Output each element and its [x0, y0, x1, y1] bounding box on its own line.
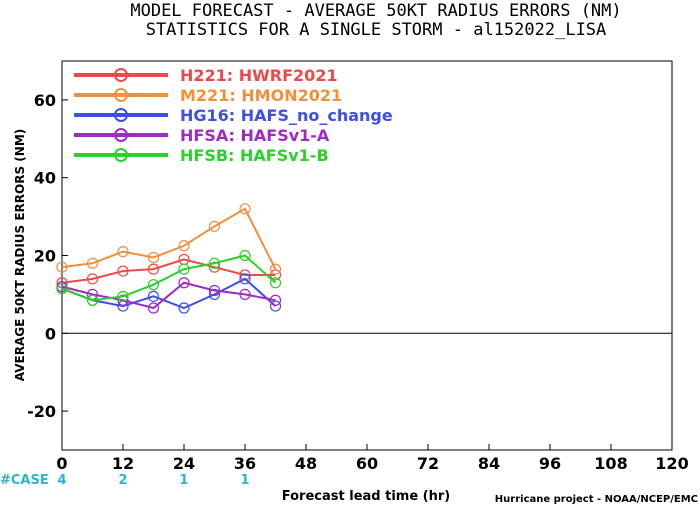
data-point	[208, 257, 221, 269]
data-point	[147, 251, 160, 264]
x-tick-label: 72	[417, 454, 439, 473]
x-tick-label: 108	[594, 454, 627, 473]
axis-ticks: 0 12 24 36 48 60 72 84 96 108 120 -20 0 20 40 60	[27, 91, 689, 473]
case-count: 1	[240, 473, 249, 488]
data-point	[178, 240, 190, 252]
y-tick-label: 0	[45, 324, 56, 343]
y-tick-label: 20	[34, 247, 56, 266]
data-point	[56, 261, 68, 273]
y-tick-label: -20	[27, 402, 56, 421]
chart-subtitle: STATISTICS FOR A SINGLE STORM - al152022…	[146, 20, 607, 40]
data-point	[269, 263, 282, 275]
data-point	[147, 302, 160, 314]
data-point	[269, 269, 282, 281]
legend-marker	[114, 108, 128, 122]
chart-title: MODEL FORECAST - AVERAGE 50KT RADIUS ERR…	[130, 1, 621, 21]
data-point	[208, 288, 221, 300]
data-point	[117, 265, 129, 277]
legend-item-2: HG16: HAFS_no_change	[74, 106, 393, 125]
x-tick-label: 0	[56, 454, 67, 473]
legend-label: HG16: HAFS_no_change	[180, 106, 393, 125]
data-point	[208, 284, 221, 297]
x-axis-label: Forecast lead time (hr)	[282, 489, 450, 504]
x-tick-label: 120	[655, 454, 688, 473]
legend-item-4: HFSB: HAFSv1-B	[74, 146, 329, 165]
x-tick-label: 96	[539, 454, 561, 473]
legend-marker	[114, 148, 128, 162]
x-tick-label: 60	[356, 454, 378, 473]
y-tick-label: 60	[34, 91, 56, 110]
data-point	[147, 279, 160, 291]
data-point	[269, 300, 282, 312]
data-point	[117, 294, 129, 306]
case-count: 2	[118, 473, 127, 488]
legend-label: M221: HMON2021	[180, 86, 342, 105]
case-count: 1	[179, 473, 188, 488]
y-tick-label: 40	[34, 169, 56, 188]
data-point	[56, 282, 68, 295]
y-axis-label: AVERAGE 50KT RADIUS ERRORS (NM)	[13, 129, 27, 381]
legend-marker	[114, 88, 128, 102]
legend-marker	[114, 128, 128, 142]
legend-label: HFSA: HAFSv1-A	[180, 126, 330, 145]
x-tick-label: 12	[112, 454, 134, 473]
series-1	[56, 203, 282, 275]
data-point	[56, 277, 68, 289]
x-tick-label: 84	[478, 454, 500, 473]
data-point	[86, 273, 99, 285]
legend-item-1: M221: HMON2021	[74, 86, 342, 105]
legend-marker	[114, 68, 128, 82]
data-point	[178, 263, 190, 275]
data-point	[178, 277, 190, 289]
x-tick-label: 36	[234, 454, 256, 473]
data-point	[269, 277, 282, 289]
legend-label: HFSB: HAFSv1-B	[180, 146, 329, 165]
data-point	[239, 273, 251, 285]
legend-item-0: H221: HWRF2021	[74, 66, 338, 85]
data-point	[117, 246, 129, 258]
data-point	[86, 257, 99, 269]
data-point	[208, 220, 221, 232]
data-point	[86, 294, 99, 306]
data-point	[147, 263, 160, 275]
legend-label: H221: HWRF2021	[180, 66, 338, 85]
data-point	[239, 203, 251, 215]
credit-text: Hurricane project - NOAA/NCEP/EMC	[495, 494, 698, 505]
data-point	[239, 249, 251, 262]
series-0	[56, 253, 282, 289]
data-point	[208, 261, 221, 273]
x-tick-label: 24	[173, 454, 195, 473]
data-point	[269, 294, 282, 306]
data-point	[178, 302, 190, 314]
case-label: #CASE	[0, 473, 49, 488]
data-point	[147, 290, 160, 302]
data-point	[117, 290, 129, 302]
x-tick-label: 48	[295, 454, 317, 473]
series-layer	[56, 203, 282, 314]
case-count: 4	[57, 473, 66, 488]
legend-item-3: HFSA: HAFSv1-A	[74, 126, 330, 145]
series-4	[56, 249, 282, 306]
case-counts: 4 2 1 1	[57, 473, 249, 488]
series-3	[56, 277, 282, 314]
data-point	[239, 288, 251, 300]
